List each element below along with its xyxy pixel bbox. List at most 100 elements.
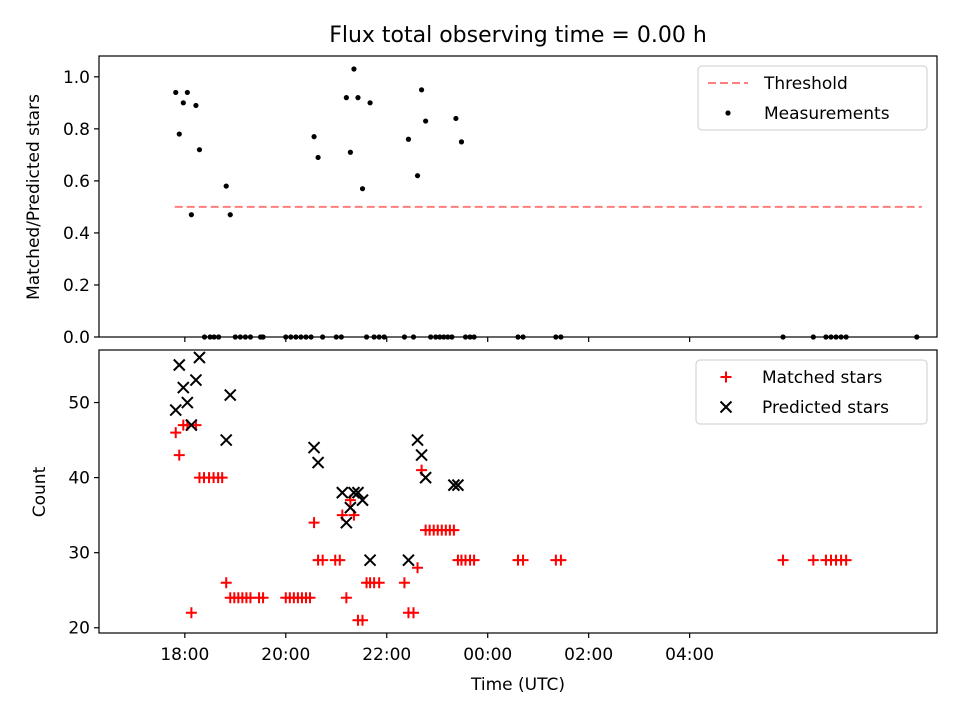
- y-tick-label: 40: [68, 469, 90, 489]
- y-tick-label: 0.6: [63, 172, 90, 192]
- predicted-star-point: [177, 381, 190, 394]
- measurement-point: [180, 100, 186, 106]
- legend-swatch-dot: [725, 110, 731, 116]
- measurement-point: [315, 154, 321, 161]
- predicted-star-point: [311, 456, 325, 469]
- ratio-panel-ylabel: Matched/Predicted stars: [24, 94, 44, 300]
- matched-star-point: [334, 554, 346, 566]
- measurement-point: [351, 66, 357, 72]
- measurement-point: [367, 100, 373, 106]
- count-panel-ylabel: Count: [30, 466, 50, 517]
- matched-star-point: [373, 577, 385, 589]
- legend-box: [695, 359, 928, 425]
- predicted-star-point: [307, 441, 321, 454]
- y-tick-label: 30: [68, 544, 90, 564]
- x-tick-label: 20:00: [261, 645, 310, 665]
- measurement-point: [176, 131, 182, 137]
- matched-star-point: [468, 554, 480, 566]
- measurement-point: [227, 212, 233, 218]
- measurement-point: [184, 89, 190, 96]
- matched-star-point: [408, 607, 420, 619]
- predicted-star-point: [181, 396, 194, 409]
- predicted-star-point: [224, 388, 237, 402]
- measurement-point: [223, 183, 229, 189]
- measurement-point: [196, 147, 203, 153]
- measurement-point: [414, 173, 421, 179]
- ratio-legend: Threshold Measurements: [697, 65, 928, 131]
- y-tick-label: 1.0: [63, 68, 90, 88]
- measurement-point: [453, 115, 459, 122]
- matched-star-point: [317, 554, 329, 566]
- matched-star-point: [257, 592, 269, 604]
- x-axis-label: Time (UTC): [470, 675, 565, 695]
- legend-swatch-x: [719, 400, 733, 414]
- matched-star-point: [412, 562, 424, 574]
- predicted-star-point: [356, 493, 369, 507]
- y-tick-label: 20: [68, 619, 90, 639]
- matched-star-point: [448, 524, 460, 536]
- predicted-star-point: [189, 373, 203, 387]
- matched-star-point: [170, 427, 182, 439]
- x-tick-label: 02:00: [564, 645, 613, 665]
- x-tick-label: 04:00: [665, 645, 714, 665]
- legend-swatch-plus: [720, 371, 732, 383]
- matched-star-point: [216, 472, 228, 484]
- predicted-star-point: [419, 471, 432, 484]
- x-tick-label: 00:00: [463, 645, 512, 665]
- y-tick-label: 50: [68, 394, 90, 414]
- y-tick-label: 0.8: [63, 120, 90, 140]
- measurement-point: [418, 87, 425, 93]
- measurement-point: [347, 149, 353, 155]
- y-tick-label: 0.4: [63, 224, 90, 244]
- matched-star-point: [357, 614, 369, 626]
- matched-star-point: [340, 592, 352, 604]
- matched-star-point: [304, 592, 316, 604]
- count-panel-frame: [98, 349, 938, 634]
- legend-label: Matched stars: [762, 368, 882, 388]
- predicted-star-point: [173, 358, 186, 372]
- matched-star-point: [840, 554, 852, 566]
- predicted-star-point: [193, 351, 206, 364]
- predicted-star-point: [220, 433, 233, 447]
- ratio-panel: 0.0 0.2 0.4 0.6 0.8 1.0 Matched/Predicted sta…: [24, 55, 938, 348]
- matched-star-point: [555, 554, 567, 566]
- measurement-point: [423, 118, 429, 124]
- legend-label: Predicted stars: [762, 398, 889, 418]
- matched-star-point: [173, 449, 185, 461]
- predicted-star-point: [344, 501, 357, 514]
- predicted-star-point: [169, 403, 182, 417]
- predicted-star-point: [447, 478, 461, 492]
- ratio-panel-ticks: 0.0 0.2 0.4 0.6 0.8 1.0: [63, 68, 691, 348]
- matched-star-point: [308, 517, 320, 529]
- chart-title: Flux total observing time = 0.00 h: [329, 23, 707, 48]
- predicted-star-point: [402, 553, 415, 567]
- count-panel: 20 30 40 50 18:00 20:00 22:00 00:00 02:00 04:00 C…: [30, 349, 938, 665]
- matched-star-point: [807, 554, 819, 566]
- predicted-star-point: [415, 448, 428, 462]
- legend-label: Threshold: [763, 74, 848, 94]
- x-tick-label: 18:00: [160, 645, 209, 665]
- measurement-point: [355, 95, 361, 101]
- ratio-panel-frame: [98, 55, 938, 338]
- predicted-star-point: [411, 433, 424, 447]
- y-tick-label: 0.2: [63, 276, 90, 296]
- matched-star-point: [220, 577, 232, 589]
- matched-star-point: [185, 607, 197, 619]
- matched-star-point: [777, 554, 789, 566]
- count-legend: Matched stars Predicted stars: [695, 359, 928, 425]
- measurement-point: [458, 139, 465, 145]
- legend-label: Measurements: [764, 104, 890, 124]
- predicted-star-point: [363, 553, 377, 567]
- count-panel-marks: [169, 351, 852, 626]
- predicted-star-point: [336, 486, 349, 499]
- predicted-star-point: [451, 478, 465, 492]
- measurement-point: [188, 212, 194, 218]
- x-tick-label: 22:00: [362, 645, 411, 665]
- measurement-point: [343, 95, 349, 101]
- measurement-point: [193, 102, 199, 109]
- matched-star-point: [398, 577, 410, 589]
- y-tick-label: 0.0: [63, 328, 90, 348]
- matched-star-point: [517, 554, 529, 566]
- predicted-star-point: [340, 516, 353, 529]
